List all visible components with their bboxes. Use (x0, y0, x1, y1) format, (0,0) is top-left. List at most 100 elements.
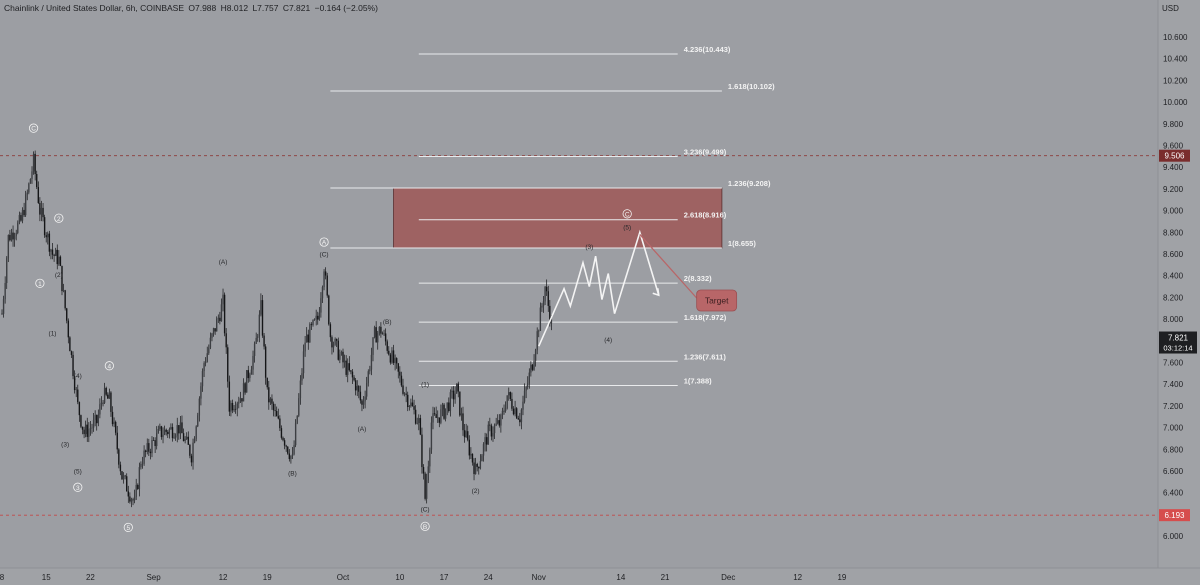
symbol-legend[interactable]: Chainlink / United States Dollar, 6h, CO… (4, 3, 380, 13)
candle-body (37, 187, 40, 203)
candle-body (234, 408, 237, 410)
candle-body (23, 209, 25, 216)
candle-body (550, 319, 553, 324)
candle-body (111, 411, 114, 425)
candle-body (373, 327, 376, 338)
candle-body (305, 334, 308, 343)
candle-body (534, 350, 537, 361)
candle-body (302, 351, 305, 374)
candle-body (214, 328, 216, 332)
candle-body (209, 337, 212, 348)
candle-body (15, 232, 17, 237)
candle-body (193, 438, 196, 443)
candle-body (99, 404, 101, 415)
bar-countdown: 03:12:14 (1163, 344, 1192, 353)
candle-body (418, 418, 420, 423)
candle-body (129, 496, 131, 502)
candle-body (236, 403, 238, 410)
candle-body (186, 436, 188, 439)
candle-body (328, 295, 330, 325)
candle-body (67, 320, 70, 338)
candle-body (39, 202, 41, 215)
wave-label: 1 (38, 281, 42, 288)
candle-body (156, 433, 158, 447)
candle-body (105, 387, 107, 395)
candle-body (96, 415, 98, 424)
candle-body (544, 286, 546, 302)
candle-body (271, 398, 273, 404)
fib-level-label: 2(8.332) (684, 274, 712, 283)
wave-label-circle (420, 521, 430, 531)
candle-body (320, 298, 322, 313)
candle-body (219, 317, 221, 322)
wave-label: B (423, 524, 427, 531)
candle-body (135, 484, 137, 497)
time-scale[interactable] (0, 568, 1200, 585)
candle-body (506, 395, 508, 409)
candle-body (80, 415, 82, 427)
candle-body (149, 451, 152, 454)
y-tick-label: 6.600 (1163, 467, 1184, 476)
candle-body (190, 455, 193, 463)
wave-label: C (31, 126, 36, 133)
y-tick-label: 9.000 (1163, 207, 1184, 216)
candle-body (353, 377, 355, 381)
candle-body (173, 437, 175, 439)
candle-body (246, 370, 248, 393)
candle-body (192, 442, 194, 463)
candle-body (343, 360, 346, 363)
candle-body (20, 215, 22, 221)
candle-body (495, 423, 497, 426)
y-tick-label: 6.000 (1163, 532, 1184, 541)
candle-body (118, 449, 120, 465)
candle-body (463, 430, 466, 438)
candle-body (384, 333, 387, 342)
y-tick-label: 8.400 (1163, 272, 1184, 281)
candle-body (140, 464, 142, 468)
candle-body (389, 354, 392, 363)
fib-level-label: 1(7.388) (684, 377, 712, 386)
candle-body (492, 433, 494, 437)
candle-body (282, 437, 284, 441)
candle-body (258, 314, 261, 337)
y-tick-label: 7.200 (1163, 402, 1184, 411)
candle-body (137, 484, 139, 490)
candle-body (274, 410, 276, 412)
candle-body (211, 333, 213, 338)
candle-body (201, 371, 204, 387)
candle-body (515, 408, 518, 419)
wave-label: (1) (421, 382, 429, 389)
candle-body (21, 209, 24, 221)
candle-body (476, 463, 478, 467)
candle-body (501, 410, 504, 416)
candle-body (345, 360, 347, 375)
candle-body (200, 386, 202, 399)
candle-body (230, 402, 232, 412)
candle-body (162, 434, 164, 438)
candle-body (470, 453, 472, 456)
candle-body (380, 326, 382, 334)
candle-body (449, 392, 452, 412)
candle-body (257, 336, 259, 338)
candle-body (326, 275, 328, 296)
candle-body (157, 428, 159, 434)
candle-body (171, 427, 174, 439)
candle-body (133, 496, 136, 501)
candle-body (301, 373, 303, 381)
candle-body (277, 416, 279, 419)
wave-label-circle (73, 482, 83, 492)
wave-label: A (322, 240, 327, 247)
candle-body (174, 435, 177, 438)
candle-body (455, 383, 458, 394)
wave-label: (C) (421, 506, 430, 513)
price-scale[interactable] (1158, 0, 1200, 568)
candle-body (429, 449, 431, 467)
candle-body (527, 383, 529, 388)
candle-body (392, 350, 395, 363)
candle-body (309, 324, 311, 343)
candle-body (34, 153, 36, 175)
candle-body (504, 408, 507, 411)
candle-body (75, 389, 77, 391)
x-tick-label: 19 (837, 573, 846, 582)
